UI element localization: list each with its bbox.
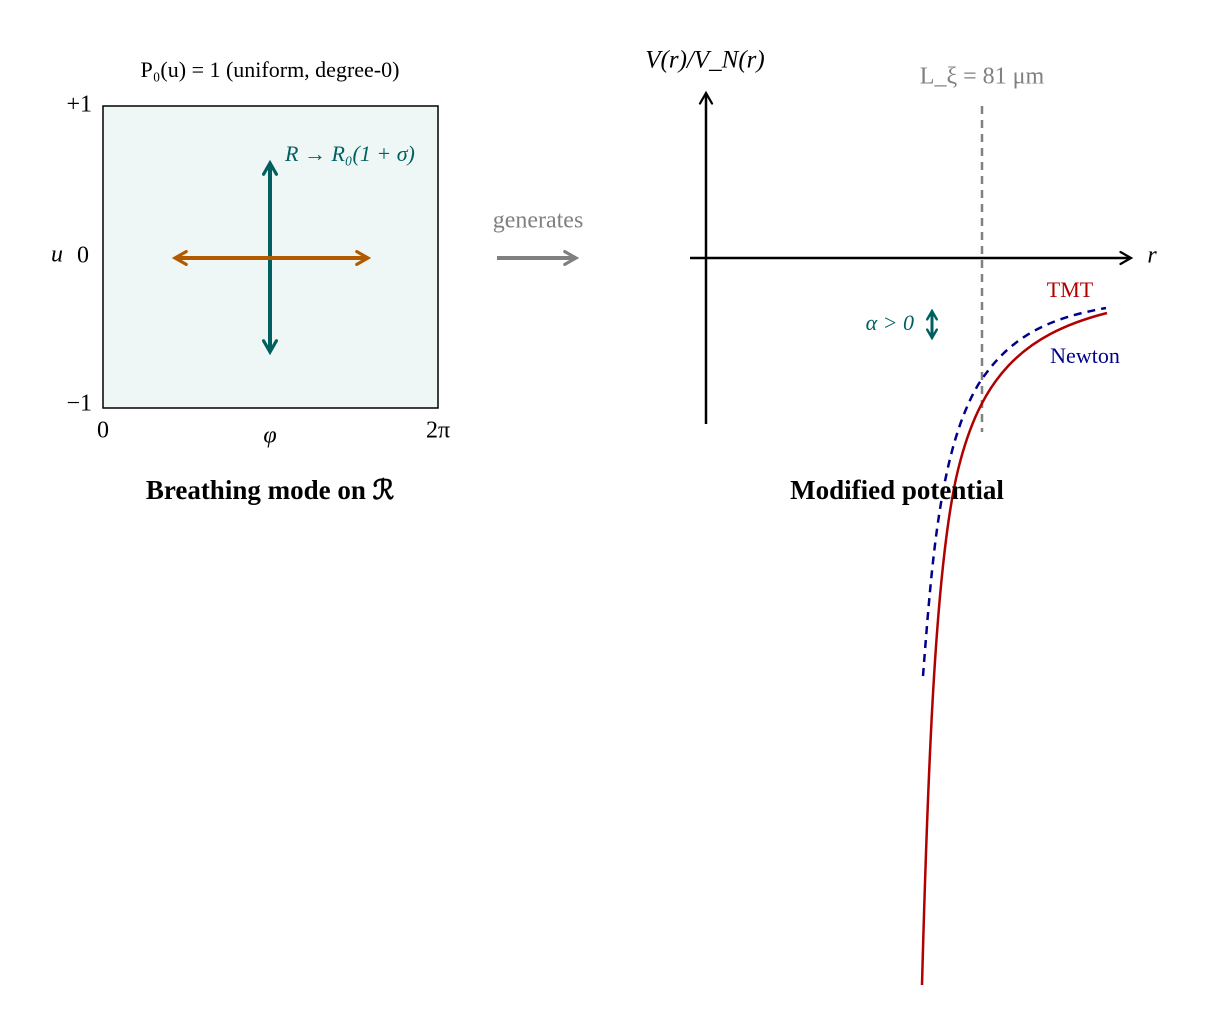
u-max-label: +1 xyxy=(66,92,92,118)
connector-label: generates xyxy=(493,208,584,234)
x-axis-label: r xyxy=(1147,243,1157,269)
panel-title: Breathing mode on ℛ xyxy=(146,475,395,505)
u-axis-label: u xyxy=(51,242,63,268)
phi-min-label: 0 xyxy=(97,418,109,444)
alpha-label: α > 0 xyxy=(866,310,914,335)
u-zero-label: 0 xyxy=(77,243,89,269)
panel-caption: P₀(u) = 1 (uniform, degree-0) xyxy=(141,57,400,82)
newton-curve xyxy=(921,306,1107,677)
newton-label: Newton xyxy=(1050,343,1120,368)
scale-label: L_ξ = 81 μm xyxy=(920,64,1045,90)
phi-max-label: 2π xyxy=(426,418,450,444)
u-min-label: −1 xyxy=(66,391,92,417)
tmt-curve xyxy=(920,311,1108,986)
panel-title: Modified potential xyxy=(790,475,1004,505)
phi-axis-label: φ xyxy=(263,423,276,449)
y-axis-label: V(r)/V_N(r) xyxy=(645,47,764,74)
tmt-label: TMT xyxy=(1047,277,1094,302)
radius-label: R → R₀(1 + σ) xyxy=(284,141,415,166)
